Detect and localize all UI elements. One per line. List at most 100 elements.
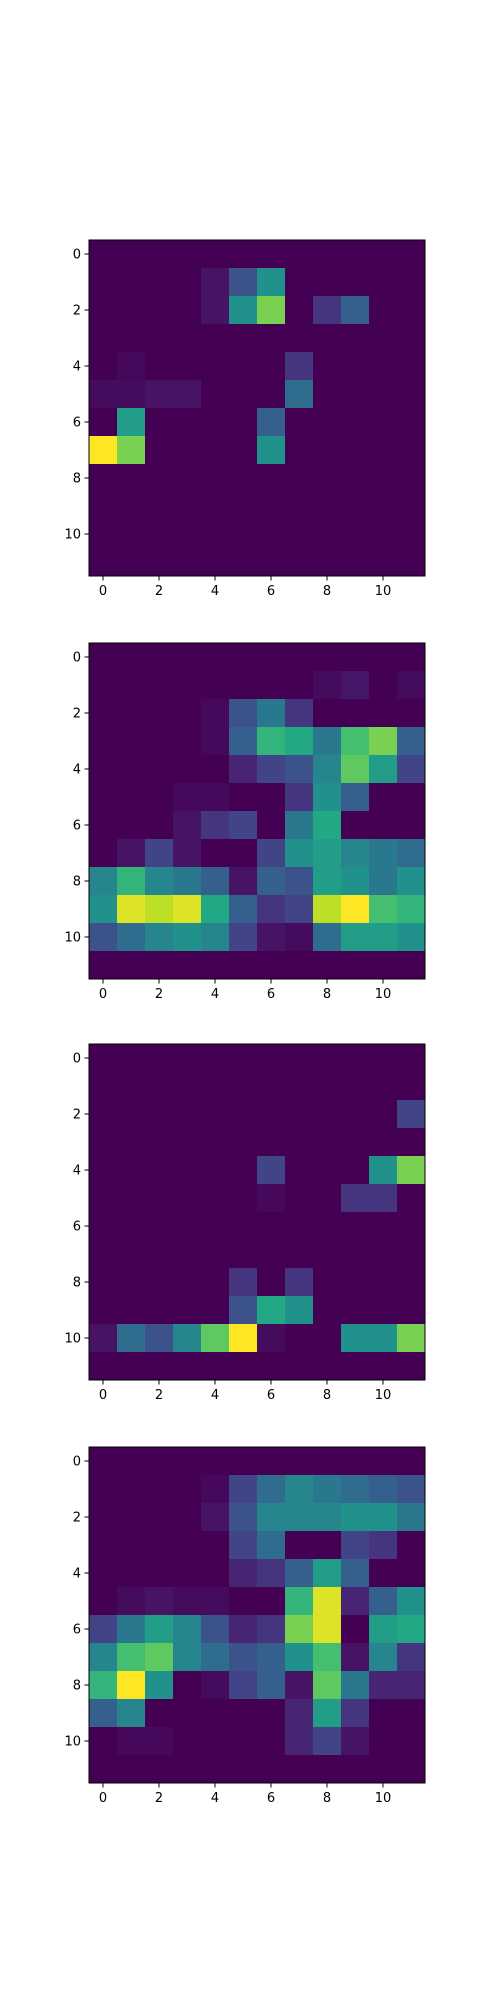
heatmap-cell xyxy=(117,783,146,812)
heatmap-cell xyxy=(313,408,342,437)
heatmap-cell xyxy=(117,1184,146,1213)
heatmap-cell xyxy=(89,324,118,353)
heatmap-cell xyxy=(313,268,342,297)
heatmap-cell xyxy=(397,727,426,756)
heatmap-cell xyxy=(313,783,342,812)
heatmap-cell xyxy=(341,699,370,728)
heatmap-cell xyxy=(369,755,398,784)
heatmap-cell xyxy=(173,895,202,924)
heatmap-cell xyxy=(369,324,398,353)
heatmap-cell xyxy=(397,671,426,700)
heatmap-cell xyxy=(369,1727,398,1756)
heatmap-cell xyxy=(173,839,202,868)
x-tick-label: 10 xyxy=(375,987,392,1002)
heatmap-cell xyxy=(285,867,314,896)
heatmap-cell xyxy=(257,1296,286,1325)
heatmap-cell xyxy=(117,867,146,896)
heatmap-cell xyxy=(341,923,370,952)
heatmap-cell xyxy=(369,1671,398,1700)
heatmap-cell xyxy=(257,520,286,549)
heatmap-cell xyxy=(229,324,258,353)
heatmap-cell xyxy=(369,296,398,325)
heatmap-cell xyxy=(285,1128,314,1157)
heatmap-cell xyxy=(117,520,146,549)
heatmap-cell xyxy=(201,1615,230,1644)
heatmap-cell xyxy=(285,1324,314,1353)
heatmap-cell xyxy=(285,1044,314,1073)
heatmap-cell xyxy=(229,1128,258,1157)
heatmap-cell xyxy=(341,1128,370,1157)
heatmap-cell xyxy=(89,727,118,756)
heatmap-cell xyxy=(89,1128,118,1157)
heatmap-cell xyxy=(173,240,202,269)
y-tick-label: 4 xyxy=(73,1164,81,1179)
heatmap-cell xyxy=(341,1352,370,1381)
heatmap-cell xyxy=(369,923,398,952)
heatmap-cell xyxy=(257,1447,286,1476)
heatmap-cell xyxy=(397,643,426,672)
heatmap-cell xyxy=(341,296,370,325)
heatmap-panel-3: 0 2 4 6 8 10 0 2 4 6 8 10 xyxy=(64,1043,426,1403)
heatmap-cell xyxy=(229,783,258,812)
heatmap-cell xyxy=(173,1559,202,1588)
heatmap-cell xyxy=(229,520,258,549)
y-tick-label: 10 xyxy=(64,931,81,946)
heatmap-cell xyxy=(397,240,426,269)
heatmap-cell xyxy=(229,1559,258,1588)
heatmap-cell xyxy=(257,296,286,325)
heatmap-cell xyxy=(313,1671,342,1700)
heatmap-cell xyxy=(89,1475,118,1504)
heatmap-cell xyxy=(117,699,146,728)
heatmap-cell xyxy=(369,1268,398,1297)
heatmap-cell xyxy=(313,324,342,353)
heatmap-cell xyxy=(285,240,314,269)
heatmap-cell xyxy=(145,1531,174,1560)
heatmap-cell xyxy=(145,699,174,728)
heatmap-cell xyxy=(89,1212,118,1241)
axes-frame xyxy=(88,642,426,980)
heatmap-cell xyxy=(229,839,258,868)
heatmap-cell xyxy=(173,548,202,577)
heatmap-cell xyxy=(341,268,370,297)
heatmap-cell xyxy=(285,811,314,840)
x-tick-label: 2 xyxy=(155,1791,163,1806)
heatmap-cell xyxy=(117,1352,146,1381)
heatmap-cell xyxy=(257,1324,286,1353)
heatmap-cell xyxy=(145,1212,174,1241)
x-tick-label: 4 xyxy=(211,584,219,599)
heatmap-cell xyxy=(397,296,426,325)
heatmap-cell xyxy=(145,520,174,549)
heatmap-cell xyxy=(117,436,146,465)
heatmap-cell xyxy=(369,492,398,521)
heatmap-cell xyxy=(313,520,342,549)
heatmap-cell xyxy=(397,352,426,381)
heatmap-cell xyxy=(397,1044,426,1073)
heatmap-cell xyxy=(313,1156,342,1185)
y-tick-label: 2 xyxy=(73,707,81,722)
heatmap-cell xyxy=(229,1615,258,1644)
heatmap-cell xyxy=(201,951,230,980)
heatmap-cell xyxy=(285,1475,314,1504)
heatmap-cell xyxy=(201,1184,230,1213)
heatmap-cell xyxy=(229,727,258,756)
heatmap-cell xyxy=(89,1699,118,1728)
heatmap-cell xyxy=(117,492,146,521)
heatmap-cell xyxy=(117,1559,146,1588)
heatmap-cell xyxy=(257,436,286,465)
heatmap-cell xyxy=(397,1352,426,1381)
y-tick-label: 8 xyxy=(73,472,81,487)
heatmap-cell xyxy=(117,1503,146,1532)
heatmap-cell xyxy=(201,1156,230,1185)
x-tick-label: 0 xyxy=(99,1388,107,1403)
heatmap-cell xyxy=(369,867,398,896)
heatmap-cell xyxy=(173,1643,202,1672)
heatmap-cell xyxy=(285,1531,314,1560)
heatmap-cell xyxy=(145,1475,174,1504)
heatmap-cell xyxy=(89,464,118,493)
heatmap-cell xyxy=(341,1324,370,1353)
heatmap-cell xyxy=(341,548,370,577)
heatmap-cell xyxy=(201,1559,230,1588)
heatmap-cell xyxy=(285,1184,314,1213)
heatmap-cell xyxy=(341,811,370,840)
